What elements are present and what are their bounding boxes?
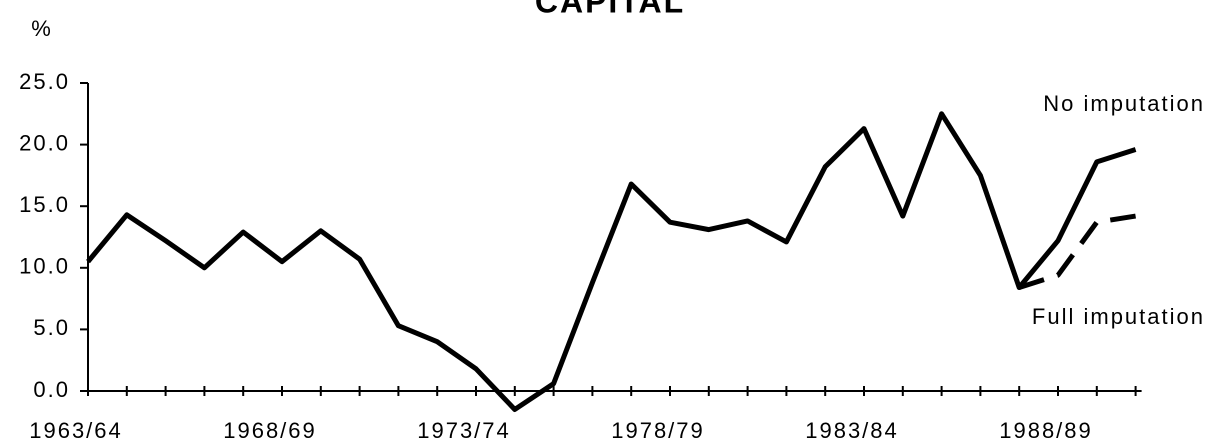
series-label: Full imputation <box>1032 304 1205 329</box>
y-tick-label: 5.0 <box>33 315 70 340</box>
x-tick-label: 1978/79 <box>611 418 705 443</box>
y-tick-label: 25.0 <box>19 69 70 94</box>
x-tick-label: 1963/64 <box>29 418 123 443</box>
x-tick-label: 1988/89 <box>999 418 1093 443</box>
series-label: No imputation <box>1043 91 1205 116</box>
y-tick-label: 20.0 <box>19 130 70 155</box>
x-tick-label: 1973/74 <box>417 418 511 443</box>
series-line <box>1018 213 1136 290</box>
x-tick-label: 1968/69 <box>223 418 317 443</box>
y-axis-label: % <box>31 16 53 41</box>
y-tick-label: 10.0 <box>19 254 70 279</box>
series-line <box>86 111 1137 412</box>
y-tick-label: 0.0 <box>33 377 70 402</box>
chart-title: CAPITAL <box>535 0 685 19</box>
y-tick-label: 15.0 <box>19 192 70 217</box>
x-tick-label: 1983/84 <box>805 418 899 443</box>
